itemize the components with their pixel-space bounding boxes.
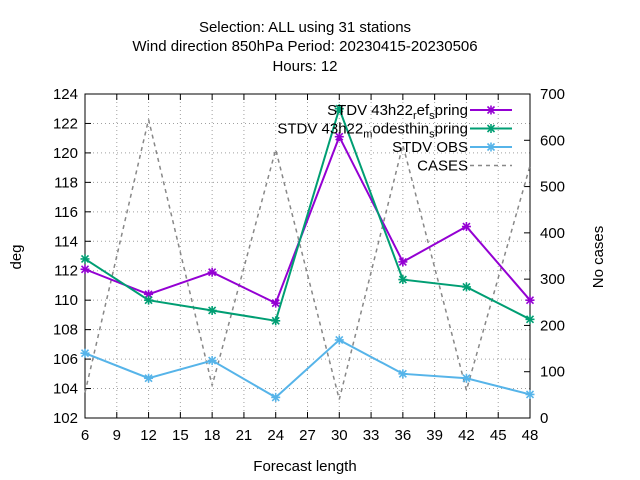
- chart-title-line-3: Hours: 12: [272, 58, 337, 75]
- series-line: [84, 105, 531, 322]
- x-tick-label: 36: [395, 427, 412, 444]
- data-point: [80, 348, 90, 358]
- y-tick-label: 122: [53, 115, 78, 132]
- data-point: [398, 257, 408, 267]
- y-tick-label: 106: [53, 351, 78, 368]
- y2-tick-label: 100: [540, 364, 565, 381]
- data-point: [80, 264, 90, 274]
- y2-tick-label: 300: [540, 271, 565, 288]
- y2-tick-label: 600: [540, 132, 565, 149]
- data-point: [398, 275, 408, 285]
- y2-tick-label: 700: [540, 86, 565, 103]
- x-tick-label: 21: [236, 427, 253, 444]
- data-point: [207, 356, 217, 366]
- x-tick-label: 48: [522, 427, 539, 444]
- x-tick-label: 9: [113, 427, 121, 444]
- data-point: [207, 305, 217, 315]
- x-tick-label: 18: [204, 427, 221, 444]
- y-tick-label: 114: [54, 233, 78, 250]
- series-stdv-obs: [80, 335, 535, 402]
- x-tick-label: 12: [140, 427, 157, 444]
- chart-title-line-1: Selection: ALL using 31 stations: [199, 19, 411, 36]
- y-tick-label: 120: [53, 145, 78, 162]
- data-point: [461, 222, 471, 232]
- y2-tick-label: 400: [540, 225, 565, 242]
- y-tick-label: 112: [54, 263, 78, 280]
- data-point: [398, 369, 408, 379]
- y-tick-label: 102: [53, 410, 78, 427]
- x-tick-label: 33: [363, 427, 380, 444]
- data-point: [334, 104, 344, 114]
- y-tick-label: 110: [54, 292, 78, 309]
- x-tick-label: 45: [490, 427, 507, 444]
- data-point: [144, 295, 154, 305]
- data-point: [486, 142, 496, 152]
- series-line: [84, 338, 531, 399]
- chart-title-line-2: Wind direction 850hPa Period: 20230415-2…: [132, 38, 477, 55]
- legend-label: STDV OBS: [392, 139, 468, 156]
- y2-axis-label: No cases: [590, 226, 607, 289]
- legend-label: STDV 43h22modesthinspring: [277, 121, 468, 141]
- chart-title: Selection: ALL using 31 stations Wind di…: [132, 19, 477, 75]
- data-point: [271, 316, 281, 326]
- x-tick-label: 15: [172, 427, 189, 444]
- axes: 6 9 12 15 18 21 24 27 30 33 36 39 42 45 48 102 104 106 108…: [53, 86, 565, 444]
- y-axis-label: deg: [8, 244, 25, 269]
- legend-entry: CASES: [417, 158, 512, 175]
- data-point: [271, 298, 281, 308]
- data-point: [271, 392, 281, 402]
- y-tick-label: 116: [54, 204, 78, 221]
- y2-tick-label: 200: [540, 317, 565, 334]
- data-point: [144, 373, 154, 383]
- data-point: [525, 389, 535, 399]
- series-line: [84, 119, 531, 400]
- legend-label: STDV 43h22refspring: [327, 102, 468, 122]
- y-tick-label: 104: [53, 381, 78, 398]
- data-point: [486, 124, 496, 133]
- series-stdv-43h22-ref-spring: [80, 132, 535, 308]
- x-tick-label: 42: [458, 427, 475, 444]
- data-point: [461, 282, 471, 292]
- data-point: [525, 314, 535, 324]
- series-cases: [84, 119, 531, 400]
- y-tick-label: 118: [54, 174, 78, 191]
- y2-tick-label: 0: [540, 410, 548, 427]
- x-axis-label: Forecast length: [253, 458, 356, 475]
- legend-entry: STDV 43h22refspring: [327, 102, 512, 122]
- y-tick-label: 108: [53, 322, 78, 339]
- x-tick-label: 27: [299, 427, 316, 444]
- y2-tick-label: 500: [540, 179, 565, 196]
- legend-label: CASES: [417, 158, 468, 175]
- legend-entry: STDV OBS: [392, 139, 512, 156]
- series-stdv-43h22-modesthin-spring: [80, 104, 535, 326]
- series-line: [84, 134, 531, 305]
- data-point: [486, 105, 496, 115]
- x-tick-label: 24: [267, 427, 284, 444]
- data-point: [80, 254, 90, 264]
- data-point: [207, 267, 217, 277]
- legend-entry: STDV 43h22modesthinspring: [277, 121, 512, 141]
- series-layer: [80, 104, 535, 402]
- data-point: [334, 132, 344, 142]
- data-point: [461, 373, 471, 383]
- y-tick-label: 124: [53, 86, 78, 103]
- data-point: [334, 335, 344, 345]
- x-tick-label: 6: [81, 427, 89, 444]
- x-tick-label: 39: [426, 427, 443, 444]
- x-tick-label: 30: [331, 427, 348, 444]
- data-point: [525, 295, 535, 305]
